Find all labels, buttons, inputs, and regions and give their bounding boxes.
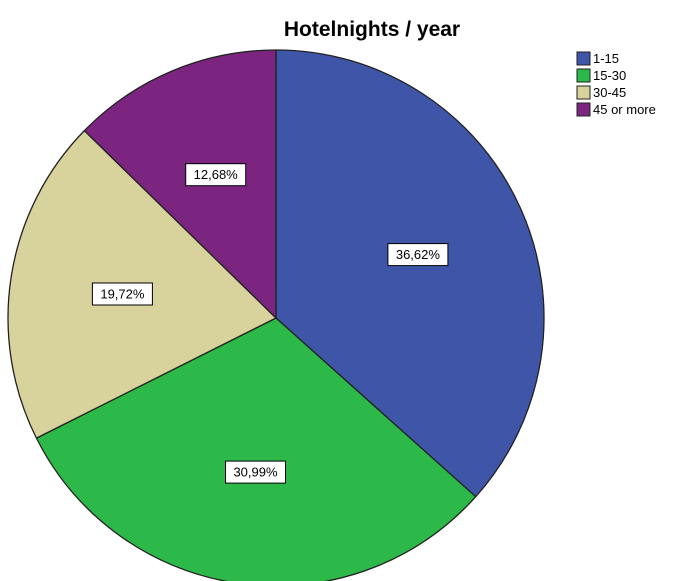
pie-slice-45-or-more [83, 49, 277, 319]
legend-label: 45 or more [593, 102, 656, 117]
data-label-text: 19,72% [100, 287, 145, 302]
pie-slices [7, 49, 545, 581]
legend-item-1-15: 1-15 [576, 51, 619, 66]
data-label-text: 30,99% [233, 465, 278, 480]
data-label-text: 12,68% [194, 167, 239, 182]
legend-label: 1-15 [593, 51, 619, 66]
pie-slice-1-15 [275, 49, 545, 498]
data-label-text: 36,62% [396, 247, 441, 262]
data-label-box [91, 282, 153, 306]
legend-swatch [576, 51, 591, 66]
legend-label: 30-45 [593, 85, 626, 100]
data-label-box [185, 163, 247, 187]
legend-swatch [576, 85, 591, 100]
legend-swatch [576, 68, 591, 83]
data-label-1-15: 36,62% [387, 243, 449, 267]
legend-item-45-or-more: 45 or more [576, 102, 656, 117]
data-label-15-30: 30,99% [225, 460, 286, 484]
data-label-30-45: 19,72% [91, 282, 153, 306]
data-label-box [225, 460, 286, 484]
legend-item-30-45: 30-45 [576, 85, 626, 100]
slice-labels: 36,62% 30,99% 19,72% 12,68% [91, 163, 449, 484]
legend-swatch [576, 102, 591, 117]
legend-label: 15-30 [593, 68, 626, 83]
legend-item-15-30: 15-30 [576, 68, 626, 83]
data-label-45-or-more: 12,68% [185, 163, 247, 187]
chart-title: Hotelnights / year [284, 18, 460, 41]
data-label-box [387, 243, 449, 267]
legend: 1-15 15-30 30-45 45 or more [576, 51, 656, 117]
